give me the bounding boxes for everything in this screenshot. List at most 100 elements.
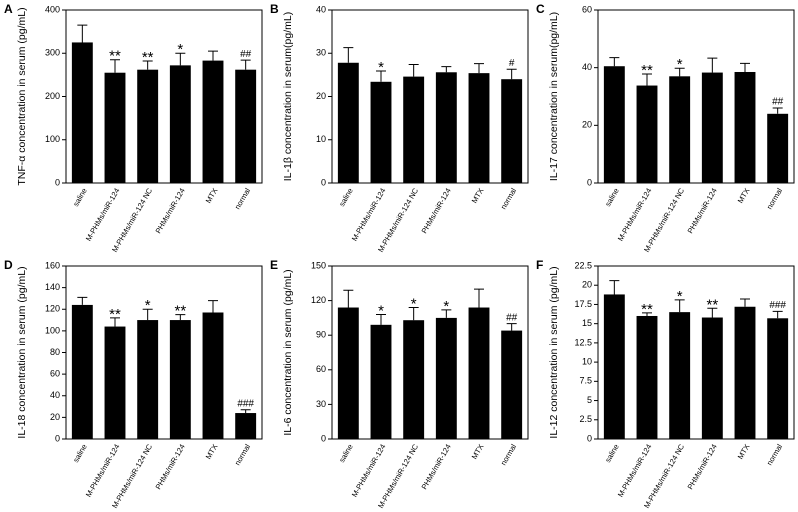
- x-tick-label: saline: [603, 442, 621, 463]
- panel-letter: E: [270, 258, 278, 272]
- bar: [669, 76, 691, 183]
- bar: [468, 73, 490, 183]
- x-tick-label: saline: [603, 186, 621, 207]
- significance-label: ##: [772, 97, 784, 108]
- x-tick-label: MTX: [736, 186, 752, 204]
- y-tick-label: 30: [316, 399, 326, 409]
- bar: [169, 320, 191, 439]
- bar: [235, 69, 257, 183]
- panel: A TNF-α concentration in serum (pg/mL) 0 10…: [4, 2, 263, 254]
- error-bar: [408, 307, 419, 321]
- bar: [435, 72, 457, 183]
- y-tick-label: 140: [45, 282, 60, 292]
- error-bar: [740, 298, 750, 307]
- x-tick-label: saline: [71, 442, 89, 463]
- error-bar: [772, 107, 783, 114]
- error-bar: [110, 59, 120, 73]
- y-axis-title: TNF-α concentration in serum (pg/mL): [16, 7, 28, 185]
- panel-letter: D: [4, 258, 13, 272]
- error-bar: [175, 314, 186, 321]
- y-tick-label: 15: [582, 318, 592, 328]
- x-tick-label: normal: [233, 186, 252, 211]
- panel: DIL-18 concentration in serum (pg/mL) 0 20…: [4, 258, 263, 510]
- bar: [603, 66, 625, 183]
- x-tick-label: MTX: [736, 442, 752, 460]
- plot-frame: [331, 9, 529, 184]
- significance-label: *: [378, 302, 384, 319]
- x-tick-label: PHMs/miR-124: [154, 186, 187, 235]
- panel: E IL-6 concentration in serum (pg/mL) 0 30 6…: [270, 258, 529, 510]
- x-tick-label: PHMs/miR-124: [420, 442, 453, 491]
- significance-label: #: [509, 58, 515, 69]
- x-tick-label: M-PHMs/miR-124: [84, 442, 122, 498]
- error-bar: [609, 280, 620, 295]
- error-bar: [142, 60, 153, 70]
- error-bar: [474, 288, 484, 308]
- y-tick-label: 400: [45, 4, 60, 14]
- error-bar: [642, 312, 652, 316]
- bar: [370, 324, 392, 439]
- significance-label: *: [411, 295, 417, 312]
- error-bar: [772, 310, 783, 319]
- bar: [468, 307, 490, 439]
- x-tick-label: PHMs/miR-124: [686, 186, 719, 235]
- bar: [337, 62, 359, 183]
- significance-label: ###: [769, 300, 786, 311]
- y-tick-label: 40: [316, 4, 326, 14]
- significance-label: *: [443, 298, 449, 315]
- y-tick-label: 22.5: [574, 260, 592, 270]
- significance-label: **: [641, 62, 653, 79]
- plot-frame: [65, 9, 263, 184]
- significance-label: **: [109, 48, 121, 65]
- y-tick-label: 20: [582, 280, 592, 290]
- error-bar: [441, 309, 452, 318]
- x-tick-label: MTX: [204, 186, 220, 204]
- x-tick-label: saline: [71, 186, 89, 207]
- x-tick-label: PHMs/miR-124: [154, 442, 187, 491]
- error-bar: [343, 289, 354, 308]
- y-tick-label: 0: [55, 177, 60, 187]
- panel-letter: F: [536, 258, 543, 272]
- significance-label: *: [677, 56, 683, 73]
- bar: [734, 306, 756, 439]
- y-tick-label: 0: [321, 177, 326, 187]
- panel: CIL-17 concentration in serum(pg/mL) 0 20 4…: [536, 2, 795, 254]
- y-axis-title: IL-17 concentration in serum(pg/mL): [548, 12, 560, 181]
- significance-label: *: [378, 59, 384, 76]
- error-bar: [208, 50, 218, 61]
- bar: [501, 79, 523, 183]
- error-bar: [642, 73, 652, 86]
- error-bar: [175, 52, 186, 66]
- bar: [767, 113, 789, 183]
- x-tick-label: MTX: [204, 442, 220, 460]
- x-tick-label: M-PHMs/miR-124: [616, 442, 654, 498]
- bar: [104, 72, 126, 183]
- bar: [137, 320, 159, 439]
- y-tick-label: 0: [321, 433, 326, 443]
- bar: [501, 330, 523, 439]
- error-bar: [408, 63, 419, 77]
- significance-label: ##: [506, 312, 518, 323]
- significance-label: **: [174, 303, 186, 320]
- y-tick-label: 12.5: [574, 337, 592, 347]
- bar: [701, 72, 723, 183]
- x-tick-label: MTX: [470, 186, 486, 204]
- significance-label: *: [177, 41, 183, 58]
- error-bar: [240, 59, 251, 70]
- error-bar: [441, 66, 452, 73]
- plot-frame: [597, 265, 795, 440]
- panel-letter: C: [536, 2, 545, 16]
- error-bar: [506, 68, 517, 80]
- y-tick-label: 120: [45, 304, 60, 314]
- x-tick-label: saline: [337, 186, 355, 207]
- y-tick-label: 7.5: [579, 376, 592, 386]
- y-tick-label: 0: [587, 177, 592, 187]
- x-tick-label: M-PHMs/miR-124: [616, 186, 654, 242]
- x-tick-label: M-PHMs/miR-124: [350, 442, 388, 498]
- error-bar: [506, 323, 517, 331]
- y-tick-label: 60: [50, 369, 60, 379]
- y-tick-label: 5: [587, 395, 592, 405]
- error-bar: [609, 57, 620, 67]
- y-tick-label: 80: [50, 347, 60, 357]
- bar: [636, 85, 658, 183]
